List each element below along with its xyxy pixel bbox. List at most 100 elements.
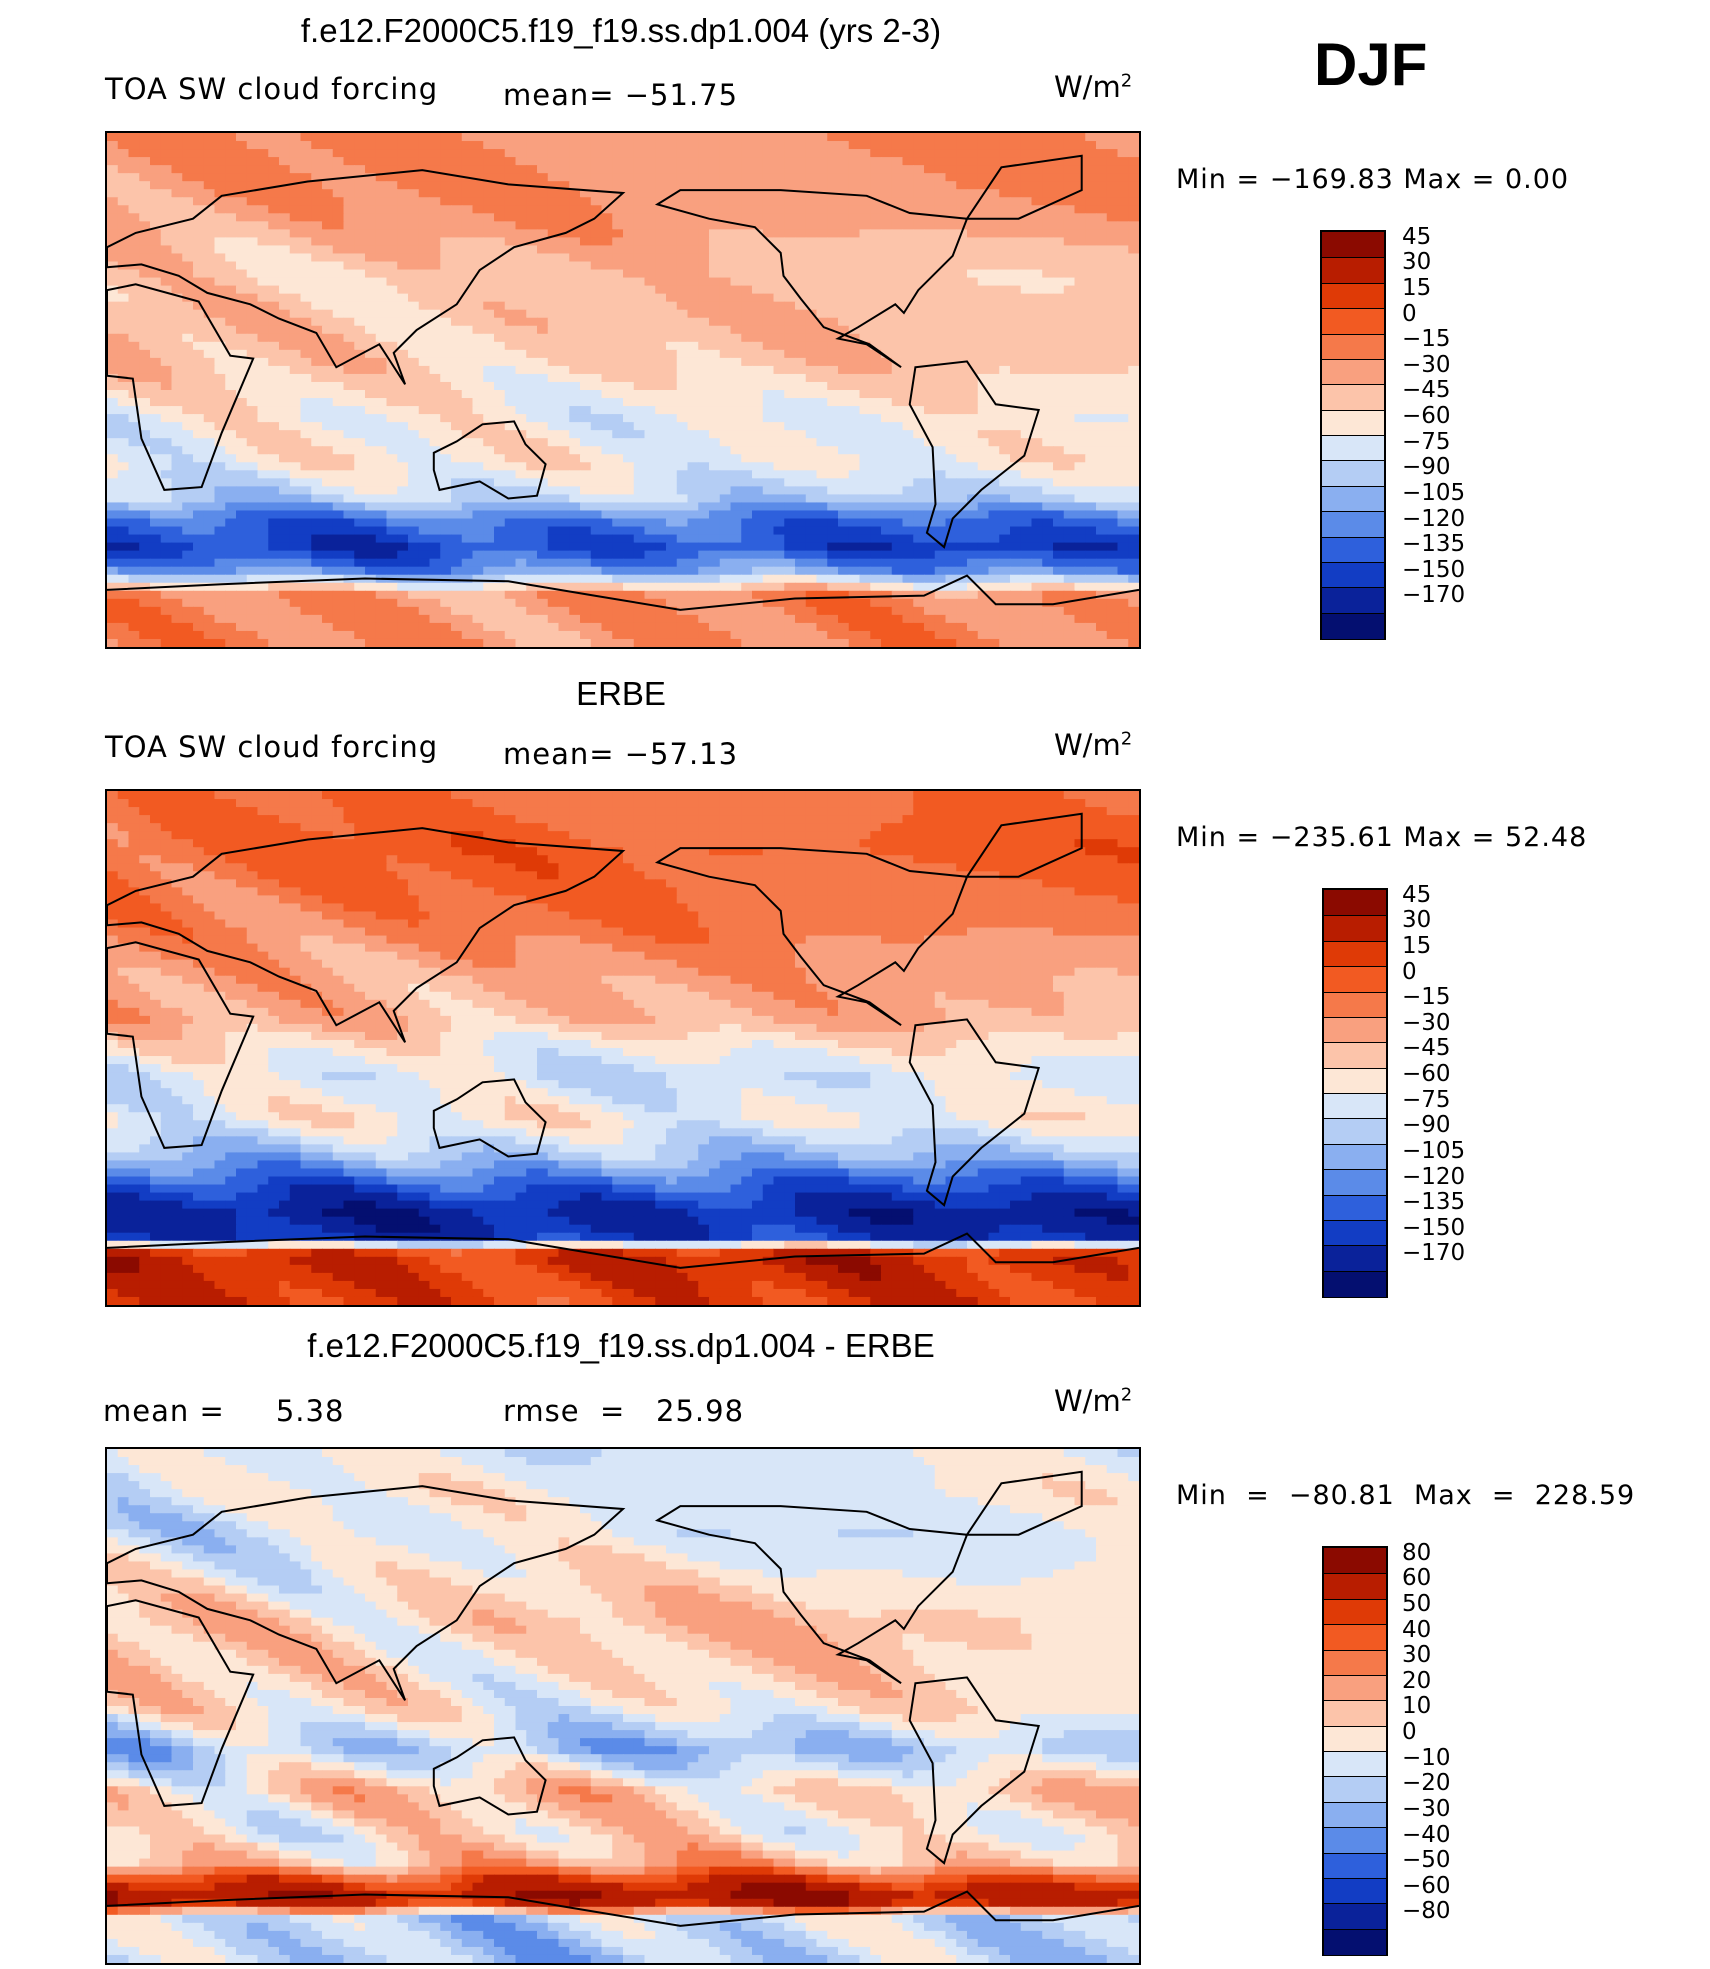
map-cell bbox=[838, 173, 850, 182]
map-cell bbox=[644, 454, 656, 463]
map-cell bbox=[1085, 269, 1097, 279]
map-cell bbox=[1128, 197, 1139, 206]
map-cell bbox=[354, 253, 366, 263]
map-cell bbox=[300, 213, 312, 222]
map-cell bbox=[494, 181, 506, 190]
map-cell bbox=[375, 229, 388, 239]
map-cell bbox=[472, 277, 484, 287]
map-cell bbox=[934, 526, 947, 536]
map-cell bbox=[698, 526, 710, 536]
map-cell bbox=[547, 349, 560, 359]
map-cell bbox=[160, 253, 173, 263]
map-cell bbox=[483, 301, 495, 311]
map-cell bbox=[1074, 197, 1086, 206]
map-cell bbox=[139, 229, 151, 239]
map-cell bbox=[236, 502, 248, 512]
map-cell bbox=[601, 133, 613, 142]
map-cell bbox=[623, 301, 635, 311]
map-cell bbox=[1085, 197, 1097, 206]
map-cell bbox=[504, 325, 517, 335]
map-cell bbox=[612, 494, 624, 504]
map-cell bbox=[526, 486, 538, 496]
map-cell bbox=[601, 141, 613, 150]
map-cell bbox=[848, 173, 861, 182]
map-cell bbox=[451, 261, 463, 271]
map-cell bbox=[494, 197, 506, 206]
map-cell bbox=[279, 534, 291, 544]
map-cell bbox=[773, 301, 785, 311]
map-cell bbox=[483, 237, 495, 247]
map-cell bbox=[1106, 373, 1119, 383]
map-cell bbox=[569, 317, 581, 327]
map-cell bbox=[752, 422, 764, 431]
map-cell bbox=[236, 149, 248, 158]
map-cell bbox=[1063, 133, 1076, 142]
map-cell bbox=[644, 422, 656, 431]
map-cell bbox=[1053, 341, 1065, 351]
map-cell bbox=[504, 293, 517, 303]
map-cell bbox=[698, 333, 710, 343]
map-cell bbox=[268, 157, 280, 166]
map-cell bbox=[279, 309, 291, 319]
map-cell bbox=[719, 510, 732, 520]
map-cell bbox=[558, 438, 570, 447]
map-cell bbox=[289, 462, 302, 471]
map-cell bbox=[1106, 333, 1119, 343]
map-cell bbox=[107, 237, 119, 247]
map-cell bbox=[117, 341, 130, 351]
map-cell bbox=[225, 542, 237, 552]
map-cell bbox=[881, 341, 893, 351]
map-cell bbox=[225, 502, 237, 512]
map-cell bbox=[343, 141, 355, 150]
map-cell bbox=[1053, 245, 1065, 255]
map-cell bbox=[504, 518, 517, 528]
map-cell bbox=[289, 438, 302, 447]
map-cell bbox=[128, 245, 140, 255]
map-cell bbox=[1128, 189, 1139, 198]
map-cell bbox=[730, 277, 742, 287]
map-cell bbox=[816, 349, 828, 359]
map-cell bbox=[171, 486, 183, 496]
map-cell bbox=[1063, 181, 1076, 190]
map-cell bbox=[870, 197, 882, 206]
map-cell bbox=[246, 438, 259, 447]
map-cell bbox=[988, 502, 1000, 512]
map-cell bbox=[848, 470, 861, 479]
map-cell bbox=[709, 229, 721, 239]
map-cell bbox=[859, 406, 871, 415]
map-cell bbox=[967, 133, 979, 142]
map-cell bbox=[268, 269, 280, 279]
map-cell bbox=[816, 390, 828, 399]
map-cell bbox=[472, 157, 484, 166]
map-cell bbox=[526, 149, 538, 158]
map-cell bbox=[279, 422, 291, 431]
map-cell bbox=[1074, 526, 1086, 536]
map-cell bbox=[107, 518, 119, 528]
map-cell bbox=[203, 518, 216, 528]
map-cell bbox=[633, 518, 646, 528]
map-cell bbox=[354, 149, 366, 158]
map-cell bbox=[676, 293, 689, 303]
map-cell bbox=[268, 470, 280, 479]
map-cell bbox=[569, 309, 581, 319]
map-cell bbox=[472, 486, 484, 496]
map-cell bbox=[451, 510, 463, 520]
map-cell bbox=[354, 213, 366, 222]
map-cell bbox=[633, 141, 646, 150]
map-cell bbox=[322, 542, 334, 552]
map-cell bbox=[1106, 406, 1119, 415]
map-cell bbox=[150, 149, 162, 158]
map-cell bbox=[1042, 542, 1054, 552]
map-cell bbox=[1117, 486, 1129, 496]
map-cell bbox=[1053, 181, 1065, 190]
map-cell bbox=[816, 365, 828, 375]
map-cell bbox=[504, 430, 517, 439]
map-cell bbox=[386, 269, 398, 279]
map-cell bbox=[848, 133, 861, 142]
map-cell bbox=[451, 317, 463, 327]
map-cell bbox=[440, 157, 452, 166]
map-cell bbox=[1096, 454, 1108, 463]
map-cell bbox=[762, 430, 775, 439]
map-cell bbox=[343, 181, 355, 190]
map-cell bbox=[343, 365, 355, 375]
